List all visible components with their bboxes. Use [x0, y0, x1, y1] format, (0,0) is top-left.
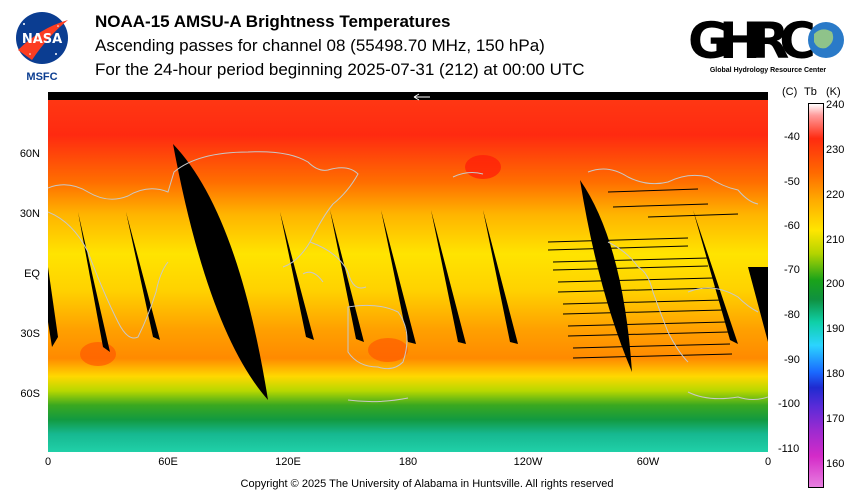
colorbar-kelvin-tick: 170 — [826, 413, 845, 425]
lat-label-eq: EQ — [24, 268, 40, 280]
ghrc-logo: GHRC Global Hydrology Resource Center — [688, 12, 844, 74]
lon-label-0-west: 0 — [44, 456, 52, 468]
colorbar-kelvin-tick: 240 — [826, 99, 845, 111]
lat-label-60n: 60N — [19, 148, 40, 160]
colorbar-celsius-tick: -40 — [784, 131, 800, 143]
temperature-field — [48, 92, 768, 452]
nasa-logo: NASA MSFC — [16, 12, 68, 82]
colorbar-celsius-tick: -70 — [784, 264, 800, 276]
colorbar-celsius-tick: -110 — [778, 443, 800, 455]
lon-label-60e: 60E — [158, 456, 178, 468]
lon-label-180: 180 — [398, 456, 418, 468]
orbit-gaps — [48, 144, 768, 400]
lat-label-60s: 60S — [20, 388, 40, 400]
lon-label-0-east: 0 — [764, 456, 772, 468]
title-product: NOAA-15 AMSU-A Brightness Temperatures — [95, 12, 451, 31]
title-channel: Ascending passes for channel 08 (55498.7… — [95, 36, 545, 55]
lon-label-120w: 120W — [513, 456, 543, 468]
ghrc-wordmark: GHRC — [688, 12, 816, 70]
brightness-temperature-map — [48, 92, 768, 452]
copyright-notice: Copyright © 2025 The University of Alaba… — [240, 478, 614, 490]
colorbar-kelvin-tick: 210 — [826, 234, 845, 246]
arrow-left-icon — [413, 93, 430, 101]
colorbar — [808, 103, 824, 488]
title-period: For the 24-hour period beginning 2025-07… — [95, 60, 585, 79]
missing-data-band — [48, 92, 768, 100]
nasa-wordmark: NASA — [22, 32, 62, 47]
colorbar-celsius-tick: -100 — [778, 398, 801, 410]
coastlines — [48, 151, 768, 403]
colorbar-kelvin-tick: 200 — [826, 278, 845, 290]
colorbar-celsius-tick: -50 — [784, 176, 800, 188]
colorbar-celsius-tick: -90 — [784, 354, 800, 366]
colorbar-header-celsius: (C) — [782, 86, 798, 98]
colorbar-header-kelvin: (K) — [826, 86, 841, 98]
lon-label-60w: 60W — [636, 456, 660, 468]
lat-label-30n: 30N — [19, 208, 40, 220]
nasa-caption: MSFC — [26, 71, 57, 82]
colorbar-kelvin-tick: 220 — [826, 189, 845, 201]
ghrc-caption: Global Hydrology Resource Center — [710, 67, 827, 74]
colorbar-kelvin-tick: 190 — [826, 323, 845, 335]
colorbar-kelvin-tick: 160 — [826, 458, 845, 470]
title-block: NOAA-15 AMSU-A Brightness Temperatures A… — [95, 10, 585, 82]
colorbar-celsius-tick: -60 — [784, 220, 800, 232]
lat-label-30s: 30S — [20, 328, 40, 340]
colorbar-kelvin-tick: 180 — [826, 368, 845, 380]
colorbar-header-tb: Tb — [804, 86, 817, 98]
colorbar-celsius-tick: -80 — [784, 309, 800, 321]
lon-label-120e: 120E — [275, 456, 301, 468]
colorbar-kelvin-tick: 230 — [826, 144, 845, 156]
scan-gap-lines — [547, 188, 739, 359]
